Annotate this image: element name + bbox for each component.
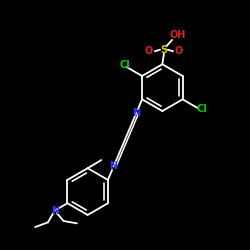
Text: Cl: Cl bbox=[120, 60, 130, 70]
Text: N: N bbox=[132, 108, 140, 118]
Text: O: O bbox=[175, 46, 183, 56]
Text: N: N bbox=[110, 162, 118, 172]
Text: O: O bbox=[145, 46, 153, 56]
Text: OH: OH bbox=[170, 30, 186, 40]
Text: Cl: Cl bbox=[196, 104, 207, 114]
Text: S: S bbox=[160, 45, 168, 55]
Text: N: N bbox=[51, 206, 59, 216]
